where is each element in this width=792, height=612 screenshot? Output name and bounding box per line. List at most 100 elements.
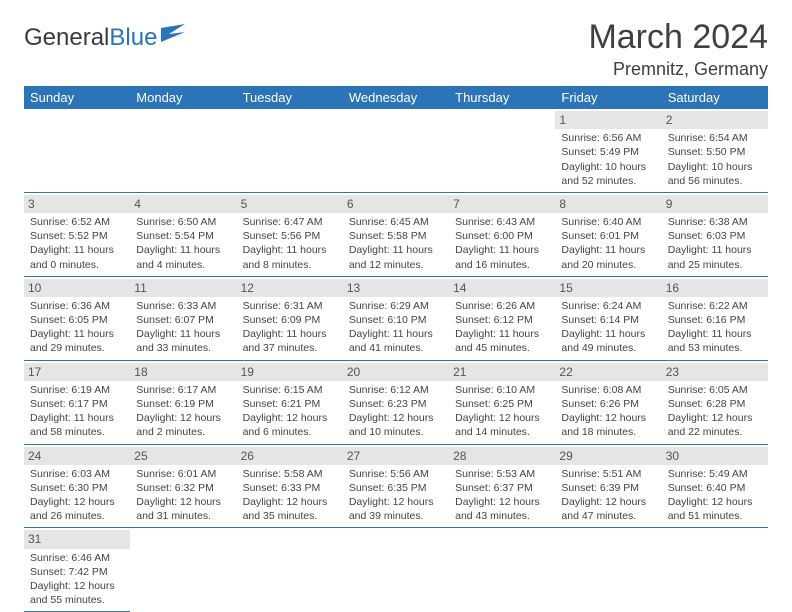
day-number: 24 (24, 447, 130, 465)
sunset-line: Sunset: 6:19 PM (136, 397, 230, 411)
daylight-line: Daylight: 11 hours and 49 minutes. (561, 327, 655, 355)
calendar-day-cell: 21Sunrise: 6:10 AMSunset: 6:25 PMDayligh… (449, 360, 555, 444)
sunset-line: Sunset: 6:37 PM (455, 481, 549, 495)
col-thursday: Thursday (449, 86, 555, 109)
day-content (449, 109, 555, 135)
calendar-day-cell: 3Sunrise: 6:52 AMSunset: 5:52 PMDaylight… (24, 192, 130, 276)
sunrise-line: Sunrise: 6:22 AM (668, 299, 762, 313)
daylight-line: Daylight: 10 hours and 52 minutes. (561, 160, 655, 188)
daylight-line: Daylight: 11 hours and 20 minutes. (561, 243, 655, 271)
day-number: 13 (343, 279, 449, 297)
sunset-line: Sunset: 5:54 PM (136, 229, 230, 243)
sunrise-line: Sunrise: 6:15 AM (243, 383, 337, 397)
calendar-day-cell: 11Sunrise: 6:33 AMSunset: 6:07 PMDayligh… (130, 276, 236, 360)
day-content: 20Sunrise: 6:12 AMSunset: 6:23 PMDayligh… (343, 361, 449, 444)
sunrise-line: Sunrise: 6:01 AM (136, 467, 230, 481)
daylight-line: Daylight: 11 hours and 4 minutes. (136, 243, 230, 271)
calendar-day-cell: 6Sunrise: 6:45 AMSunset: 5:58 PMDaylight… (343, 192, 449, 276)
day-content (555, 528, 661, 554)
daylight-line: Daylight: 12 hours and 14 minutes. (455, 411, 549, 439)
sunrise-line: Sunrise: 6:43 AM (455, 215, 549, 229)
day-content (24, 109, 130, 135)
day-content (343, 109, 449, 135)
sunset-line: Sunset: 6:03 PM (668, 229, 762, 243)
daylight-line: Daylight: 12 hours and 31 minutes. (136, 495, 230, 523)
sunrise-line: Sunrise: 6:05 AM (668, 383, 762, 397)
sunrise-line: Sunrise: 6:54 AM (668, 131, 762, 145)
calendar-day-cell: 20Sunrise: 6:12 AMSunset: 6:23 PMDayligh… (343, 360, 449, 444)
sunrise-line: Sunrise: 6:40 AM (561, 215, 655, 229)
day-number: 11 (130, 279, 236, 297)
daylight-line: Daylight: 12 hours and 47 minutes. (561, 495, 655, 523)
col-friday: Friday (555, 86, 661, 109)
calendar-week-row: 24Sunrise: 6:03 AMSunset: 6:30 PMDayligh… (24, 444, 768, 528)
sunrise-line: Sunrise: 6:50 AM (136, 215, 230, 229)
sunrise-line: Sunrise: 6:10 AM (455, 383, 549, 397)
logo-text-2: Blue (109, 24, 157, 52)
sunrise-line: Sunrise: 6:24 AM (561, 299, 655, 313)
calendar-day-cell: 28Sunrise: 5:53 AMSunset: 6:37 PMDayligh… (449, 444, 555, 528)
day-content: 23Sunrise: 6:05 AMSunset: 6:28 PMDayligh… (662, 361, 768, 444)
col-tuesday: Tuesday (237, 86, 343, 109)
calendar-table: Sunday Monday Tuesday Wednesday Thursday… (24, 86, 768, 612)
day-content: 14Sunrise: 6:26 AMSunset: 6:12 PMDayligh… (449, 277, 555, 360)
sunset-line: Sunset: 6:33 PM (243, 481, 337, 495)
day-content: 30Sunrise: 5:49 AMSunset: 6:40 PMDayligh… (662, 445, 768, 528)
col-monday: Monday (130, 86, 236, 109)
day-content: 22Sunrise: 6:08 AMSunset: 6:26 PMDayligh… (555, 361, 661, 444)
title-block: March 2024 Premnitz, Germany (588, 18, 768, 80)
day-content: 3Sunrise: 6:52 AMSunset: 5:52 PMDaylight… (24, 193, 130, 276)
sunrise-line: Sunrise: 6:12 AM (349, 383, 443, 397)
daylight-line: Daylight: 10 hours and 56 minutes. (668, 160, 762, 188)
day-content: 24Sunrise: 6:03 AMSunset: 6:30 PMDayligh… (24, 445, 130, 528)
calendar-day-cell: 19Sunrise: 6:15 AMSunset: 6:21 PMDayligh… (237, 360, 343, 444)
sunset-line: Sunset: 6:32 PM (136, 481, 230, 495)
sunrise-line: Sunrise: 6:17 AM (136, 383, 230, 397)
daylight-line: Daylight: 12 hours and 22 minutes. (668, 411, 762, 439)
day-number: 17 (24, 363, 130, 381)
calendar-week-row: 31Sunrise: 6:46 AMSunset: 7:42 PMDayligh… (24, 528, 768, 612)
day-number: 21 (449, 363, 555, 381)
calendar-day-cell: 18Sunrise: 6:17 AMSunset: 6:19 PMDayligh… (130, 360, 236, 444)
sunrise-line: Sunrise: 6:26 AM (455, 299, 549, 313)
col-saturday: Saturday (662, 86, 768, 109)
day-content (130, 109, 236, 135)
calendar-day-cell: 12Sunrise: 6:31 AMSunset: 6:09 PMDayligh… (237, 276, 343, 360)
calendar-day-cell: 29Sunrise: 5:51 AMSunset: 6:39 PMDayligh… (555, 444, 661, 528)
sunset-line: Sunset: 5:58 PM (349, 229, 443, 243)
day-content: 2Sunrise: 6:54 AMSunset: 5:50 PMDaylight… (662, 109, 768, 192)
sunset-line: Sunset: 5:56 PM (243, 229, 337, 243)
calendar-day-cell (662, 528, 768, 612)
day-content: 18Sunrise: 6:17 AMSunset: 6:19 PMDayligh… (130, 361, 236, 444)
daylight-line: Daylight: 12 hours and 6 minutes. (243, 411, 337, 439)
calendar-day-cell: 16Sunrise: 6:22 AMSunset: 6:16 PMDayligh… (662, 276, 768, 360)
day-content: 31Sunrise: 6:46 AMSunset: 7:42 PMDayligh… (24, 528, 130, 611)
day-content: 6Sunrise: 6:45 AMSunset: 5:58 PMDaylight… (343, 193, 449, 276)
daylight-line: Daylight: 11 hours and 29 minutes. (30, 327, 124, 355)
day-content: 26Sunrise: 5:58 AMSunset: 6:33 PMDayligh… (237, 445, 343, 528)
day-number: 7 (449, 195, 555, 213)
sunset-line: Sunset: 6:17 PM (30, 397, 124, 411)
day-content: 27Sunrise: 5:56 AMSunset: 6:35 PMDayligh… (343, 445, 449, 528)
sunset-line: Sunset: 6:40 PM (668, 481, 762, 495)
day-number: 26 (237, 447, 343, 465)
day-content: 28Sunrise: 5:53 AMSunset: 6:37 PMDayligh… (449, 445, 555, 528)
day-content: 12Sunrise: 6:31 AMSunset: 6:09 PMDayligh… (237, 277, 343, 360)
calendar-day-cell: 9Sunrise: 6:38 AMSunset: 6:03 PMDaylight… (662, 192, 768, 276)
day-number: 9 (662, 195, 768, 213)
daylight-line: Daylight: 12 hours and 26 minutes. (30, 495, 124, 523)
calendar-day-cell: 5Sunrise: 6:47 AMSunset: 5:56 PMDaylight… (237, 192, 343, 276)
day-content: 7Sunrise: 6:43 AMSunset: 6:00 PMDaylight… (449, 193, 555, 276)
day-content: 11Sunrise: 6:33 AMSunset: 6:07 PMDayligh… (130, 277, 236, 360)
calendar-day-cell: 10Sunrise: 6:36 AMSunset: 6:05 PMDayligh… (24, 276, 130, 360)
calendar-day-cell (343, 109, 449, 192)
day-number: 4 (130, 195, 236, 213)
daylight-line: Daylight: 12 hours and 43 minutes. (455, 495, 549, 523)
calendar-day-cell: 7Sunrise: 6:43 AMSunset: 6:00 PMDaylight… (449, 192, 555, 276)
calendar-day-cell: 14Sunrise: 6:26 AMSunset: 6:12 PMDayligh… (449, 276, 555, 360)
day-content (449, 528, 555, 554)
sunset-line: Sunset: 6:26 PM (561, 397, 655, 411)
day-number: 12 (237, 279, 343, 297)
sunrise-line: Sunrise: 6:33 AM (136, 299, 230, 313)
daylight-line: Daylight: 11 hours and 45 minutes. (455, 327, 549, 355)
